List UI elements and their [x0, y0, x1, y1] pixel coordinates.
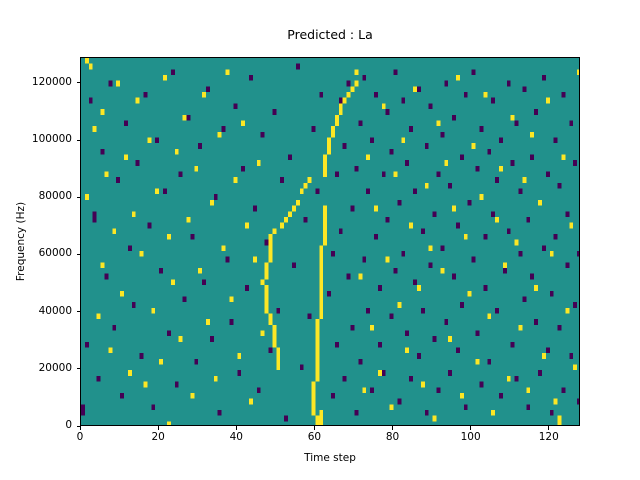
page-title: Predicted : La	[287, 27, 373, 42]
x-tick-mark	[235, 426, 237, 430]
y-tick-label: 120000	[31, 75, 72, 88]
y-tick-label: 0	[65, 419, 72, 431]
x-tick-label: 100	[460, 431, 481, 443]
y-tick-mark	[76, 368, 80, 370]
x-tick-mark	[79, 426, 81, 430]
x-tick-label: 120	[538, 431, 559, 443]
heatmap-axes[interactable]	[80, 57, 580, 426]
y-tick-mark	[76, 311, 80, 313]
y-axis-label: Frequency (Hz)	[15, 201, 27, 282]
y-tick-label: 60000	[38, 247, 72, 260]
y-tick-mark	[76, 425, 80, 427]
y-tick-label: 100000	[31, 133, 72, 146]
x-tick-label: 20	[151, 431, 165, 443]
x-tick-mark	[313, 426, 315, 430]
x-tick-label: 0	[76, 431, 84, 443]
x-tick-mark	[157, 426, 159, 430]
y-tick-label: 40000	[38, 304, 72, 317]
spectrogram-heatmap[interactable]	[81, 58, 579, 425]
y-tick-mark	[76, 196, 80, 198]
y-tick-mark	[76, 82, 80, 84]
x-tick-mark	[548, 426, 550, 430]
x-tick-label: 60	[307, 431, 322, 443]
x-axis-label: Time step	[304, 452, 356, 464]
x-tick-mark	[392, 426, 393, 430]
y-tick-mark	[76, 139, 80, 141]
y-tick-mark	[76, 253, 80, 255]
x-tick-mark	[470, 426, 472, 430]
y-tick-label: 20000	[38, 361, 72, 374]
x-tick-label: 80	[385, 431, 400, 443]
y-tick-label: 80000	[38, 190, 72, 203]
x-tick-label: 40	[229, 431, 243, 443]
